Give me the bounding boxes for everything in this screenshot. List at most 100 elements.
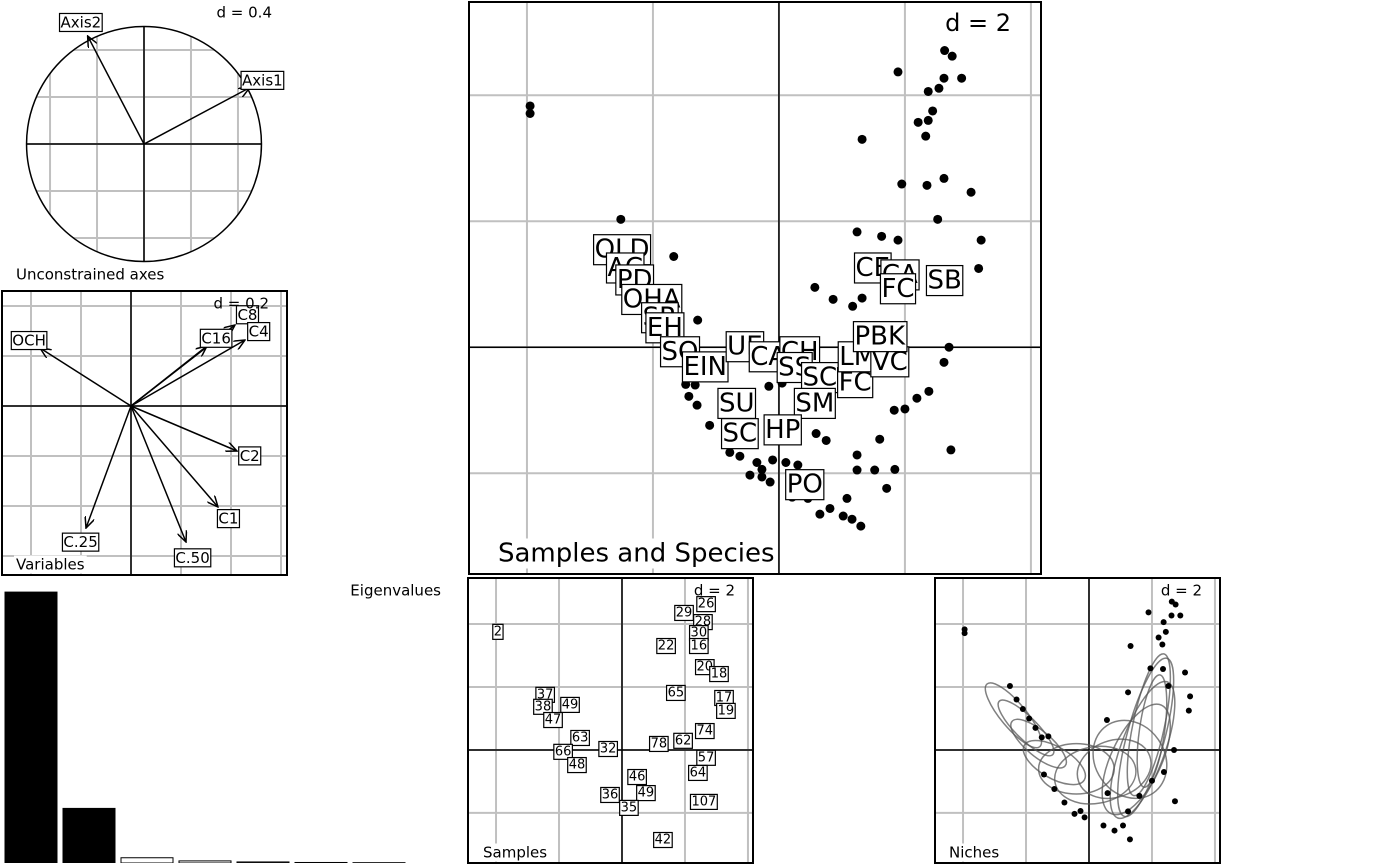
niche-ellipse	[1101, 703, 1172, 816]
scale-label: d = 2	[1161, 582, 1202, 600]
point	[669, 252, 679, 262]
scale-label: d = 0.2	[214, 295, 269, 313]
point	[752, 457, 762, 467]
label: 78	[651, 736, 668, 751]
label-box: 66	[553, 743, 573, 760]
label-box: 42	[653, 831, 673, 849]
label: 65	[668, 685, 685, 700]
label-box: 63	[570, 729, 590, 747]
label: 49	[638, 786, 655, 801]
niche-ellipse	[997, 699, 1055, 757]
label: 57	[698, 750, 715, 765]
point	[923, 86, 933, 96]
arrow	[86, 405, 132, 528]
label-frame	[648, 735, 669, 753]
point	[838, 511, 848, 521]
grid	[26, 26, 262, 262]
label-frame	[216, 509, 241, 529]
niche-ellipse	[1116, 657, 1175, 818]
niche-ellipse	[1053, 745, 1137, 805]
label-box: 107	[689, 793, 718, 811]
label-box: 62	[673, 732, 693, 749]
point	[1071, 810, 1078, 817]
point	[957, 73, 967, 83]
niche-ellipse	[1126, 653, 1172, 797]
label: 107	[691, 794, 716, 809]
point	[940, 46, 950, 56]
point	[616, 214, 626, 224]
point	[875, 434, 885, 444]
label: 64	[690, 765, 707, 780]
arrow	[130, 405, 218, 507]
point	[735, 451, 745, 461]
label: 20	[697, 660, 714, 675]
point	[852, 227, 862, 237]
point	[1077, 808, 1084, 815]
panel-title-text: Niches	[949, 844, 999, 862]
label-frame	[709, 665, 729, 683]
label: 2	[494, 624, 502, 639]
label-box: SU	[717, 387, 757, 420]
label: C8	[237, 306, 257, 324]
label-frame	[492, 623, 504, 640]
point	[1171, 746, 1178, 753]
label-box: SC	[800, 361, 839, 394]
point	[1040, 771, 1047, 778]
label-frame	[600, 786, 620, 804]
label-box: 16	[688, 637, 709, 655]
point	[764, 381, 774, 391]
niche-ellipse	[1136, 674, 1168, 788]
label: 17	[716, 690, 733, 705]
arrow	[88, 36, 145, 145]
label: C4	[249, 323, 269, 341]
bar	[62, 807, 116, 863]
label-box: 17	[714, 689, 734, 707]
point	[1061, 799, 1068, 806]
point	[947, 51, 957, 61]
panel: Axis1 Axis2	[25, 12, 285, 263]
arrow	[143, 88, 250, 145]
arrow	[130, 340, 245, 407]
point	[793, 460, 803, 470]
point	[1125, 689, 1132, 696]
point	[1019, 706, 1026, 713]
label: SB	[927, 266, 961, 296]
point	[928, 106, 938, 116]
label: 66	[555, 744, 572, 759]
label: 26	[698, 597, 715, 612]
point	[1168, 612, 1175, 619]
label-frame	[598, 740, 619, 758]
panel: OLDACPDOHASREHSOEINUECACHSSSCFCLMVCPBKCE…	[469, 2, 1041, 574]
point	[1148, 777, 1155, 784]
label-box: 49	[636, 784, 656, 802]
label: 19	[718, 703, 735, 718]
point	[828, 294, 838, 304]
label-box: C1	[216, 509, 241, 529]
point	[912, 393, 922, 403]
label: Axis1	[242, 71, 283, 89]
label-frame	[688, 637, 709, 655]
point	[1165, 683, 1172, 690]
panel-title: Samples and Species	[496, 538, 777, 569]
label-frame	[656, 637, 676, 655]
point	[1026, 715, 1033, 722]
point	[882, 483, 892, 493]
label: FC	[881, 274, 914, 304]
frame	[1, 290, 288, 576]
label-box: 32	[598, 740, 619, 758]
label-box: EIN	[681, 351, 729, 383]
frame	[468, 1, 1042, 575]
label-box: PBK	[852, 321, 908, 353]
point	[857, 293, 867, 303]
point	[966, 187, 976, 197]
label: HP	[765, 415, 800, 445]
point	[757, 472, 767, 482]
label-box: 57	[696, 749, 716, 766]
point	[889, 405, 899, 415]
label-box: C8	[235, 305, 260, 325]
point	[1111, 827, 1118, 834]
label-box: C4	[247, 321, 271, 342]
